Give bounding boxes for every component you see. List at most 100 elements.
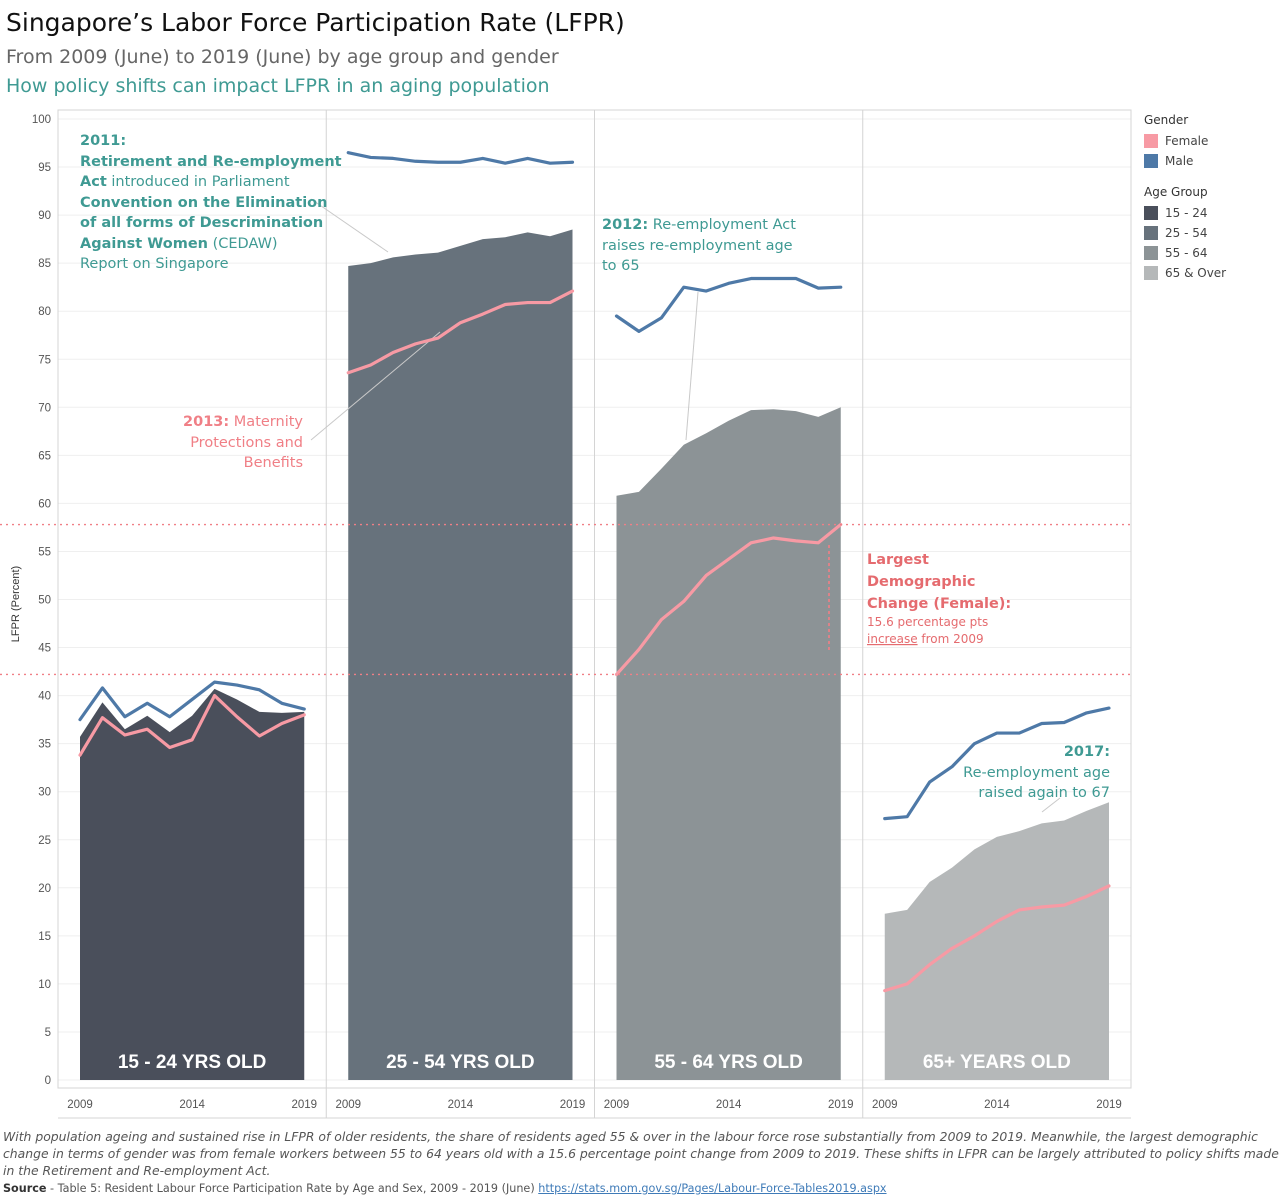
annotation-2012-line2: raises re-employment age [602, 238, 793, 254]
annotation-leader-lines [310, 198, 1061, 813]
x-tick-label: 2019 [828, 1099, 854, 1111]
largest-change-line5: increase from 2009 [867, 632, 984, 646]
chart-title: Singapore’s Labor Force Participation Ra… [6, 8, 625, 37]
y-tick-label: 100 [32, 114, 51, 126]
y-tick-label: 25 [38, 835, 51, 847]
line-female [346, 289, 575, 375]
annotation-2013-line3: Benefits [244, 455, 303, 471]
legend-swatch-65-over [1144, 266, 1158, 280]
area-25-54 [348, 229, 573, 1080]
y-tick-label: 15 [38, 931, 51, 943]
legend-swatch-15-24 [1144, 206, 1158, 220]
x-tick-label: 2019 [1096, 1099, 1122, 1111]
largest-change-line2: Demographic [867, 574, 976, 590]
line-female [78, 694, 306, 757]
legend-label-female: Female [1165, 134, 1209, 148]
y-tick-label: 10 [38, 979, 51, 991]
y-tick-label: 95 [38, 162, 51, 174]
legend-item-55-64[interactable]: 55 - 64 [1144, 243, 1226, 263]
chart-subtitle-2: How policy shifts can impact LFPR in an … [6, 75, 550, 97]
x-tick-label: 2014 [716, 1099, 742, 1111]
leader-line-2012 [685, 291, 699, 441]
y-tick-label: 30 [38, 787, 51, 799]
legend-swatch-55-64 [1144, 246, 1158, 260]
y-tick-label: 20 [38, 883, 51, 895]
annotation-2011-year: 2011: [80, 133, 126, 149]
line-male [346, 151, 575, 165]
y-tick-label: 80 [38, 306, 51, 318]
annotation-2011-line2: Act introduced in Parliament [80, 174, 290, 190]
annotation-2012-line3: to 65 [602, 258, 640, 274]
y-tick-label: 55 [38, 546, 51, 558]
line-series [78, 151, 1111, 993]
chart-subtitle: From 2009 (June) to 2019 (June) by age g… [6, 46, 559, 68]
y-tick-label: 35 [38, 739, 51, 751]
x-tick-label: 2009 [604, 1099, 630, 1111]
x-tick-label: 2014 [179, 1099, 205, 1111]
annotation-2011-line5: Against Women (CEDAW) [80, 236, 278, 252]
legend: Gender Female Male Age Group 15 - 24 25 … [1144, 113, 1226, 283]
line-male [78, 680, 306, 722]
y-tick-label: 45 [38, 643, 51, 655]
y-tick-label: 0 [45, 1075, 51, 1087]
source-text: - Table 5: Resident Labour Force Partici… [46, 1182, 539, 1195]
y-tick-label: 65 [38, 450, 51, 462]
source-link[interactable]: https://stats.mom.gov.sg/Pages/Labour-Fo… [538, 1182, 887, 1195]
annotation-2011-line1: Retirement and Re-employment [80, 154, 342, 170]
y-axis-title: LFPR (Percent) [10, 566, 22, 642]
axes: 0 5 10 15 20 25 30 35 40 45 50 55 60 65 70 75 80 85 90 95 10… [32, 114, 1122, 1111]
y-tick-label: 5 [45, 1027, 51, 1039]
legend-item-male[interactable]: Male [1144, 151, 1226, 171]
annotation-2013-line1: 2013: Maternity [183, 414, 303, 430]
annotation-2017-line2: Re-employment age [963, 765, 1110, 781]
annotation-2013: 2013: Maternity Protections and Benefits [183, 414, 303, 471]
annotation-2012-line1: 2012: Re-employment Act [602, 217, 796, 233]
leader-line-2013 [310, 331, 441, 441]
reference-lines [0, 523, 1131, 676]
x-tick-label: 2019 [560, 1099, 586, 1111]
largest-change-line1: Largest [867, 552, 929, 568]
annotation-2017: 2017: Re-employment age raised again to … [963, 744, 1110, 801]
source-line: Source - Table 5: Resident Labour Force … [3, 1182, 887, 1195]
y-tick-label: 85 [38, 258, 51, 270]
legend-item-25-54[interactable]: 25 - 54 [1144, 223, 1226, 243]
annotation-2011-line6: Report on Singapore [80, 256, 229, 272]
area-55-64 [616, 407, 841, 1080]
y-tick-label: 60 [38, 498, 51, 510]
x-tick-label: 2014 [984, 1099, 1010, 1111]
legend-label-55-64: 55 - 64 [1165, 246, 1208, 260]
legend-age-title: Age Group [1144, 185, 1208, 199]
area-series [80, 229, 1109, 1080]
x-tick-label: 2009 [67, 1099, 93, 1111]
legend-gender-title: Gender [1144, 113, 1189, 127]
legend-swatch-25-54 [1144, 226, 1158, 240]
panel-label: 15 - 24 YRS OLD [118, 1052, 267, 1073]
legend-swatch-male [1144, 154, 1158, 168]
largest-change-line4: 15.6 percentage pts [867, 615, 988, 629]
legend-label-25-54: 25 - 54 [1165, 226, 1208, 240]
panel-label: 55 - 64 YRS OLD [654, 1052, 803, 1073]
x-tick-label: 2009 [335, 1099, 361, 1111]
annotation-2017-line1: 2017: [1064, 744, 1110, 760]
annotation-2012: 2012: Re-employment Act raises re-employ… [602, 217, 796, 274]
line-female [614, 522, 843, 677]
y-tick-label: 70 [38, 402, 51, 414]
annotation-2011-line4: of all forms of Descrimination [80, 215, 323, 231]
panel-label: 25 - 54 YRS OLD [386, 1052, 535, 1073]
y-tick-label: 50 [38, 595, 51, 607]
largest-change-line3: Change (Female): [867, 596, 1011, 612]
panel-label: 65+ YEARS OLD [923, 1052, 1071, 1073]
legend-item-female[interactable]: Female [1144, 131, 1226, 151]
x-tick-label: 2014 [448, 1099, 474, 1111]
area-65Over [884, 802, 1109, 1080]
line-female [883, 884, 1111, 993]
annotation-2017-line3: raised again to 67 [978, 785, 1110, 801]
annotation-2011: 2011: Retirement and Re-employment Act i… [80, 133, 342, 272]
line-male [883, 706, 1111, 821]
y-tick-label: 75 [38, 354, 51, 366]
legend-item-15-24[interactable]: 15 - 24 [1144, 203, 1226, 223]
leader-line-2017 [1041, 797, 1061, 813]
legend-item-65-over[interactable]: 65 & Over [1144, 263, 1226, 283]
legend-label-65-over: 65 & Over [1165, 266, 1227, 280]
